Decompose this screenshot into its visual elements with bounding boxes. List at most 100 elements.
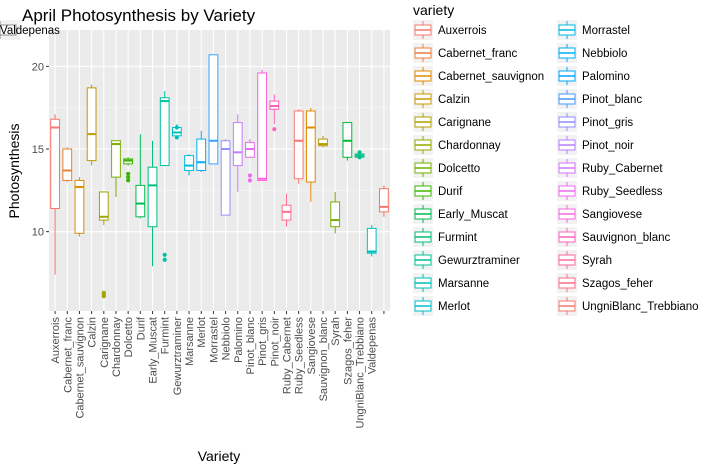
legend-label: Palomino [582, 71, 630, 83]
legend-item: Cabernet_sauvignon [413, 66, 544, 86]
outlier-point [272, 127, 277, 132]
box-Pinot_blanc [245, 139, 255, 183]
x-tick-label: Palomino [233, 317, 245, 363]
x-tick-label: Ruby_Seedless [294, 317, 306, 395]
legend-item: Pinot_noir [557, 135, 634, 155]
x-tick-label: Pinot_gris [257, 317, 269, 366]
x-tick-label: Morrastel [208, 317, 220, 363]
legend-label: Syrah [582, 255, 612, 267]
legend-item: Nebbiolo [557, 43, 627, 63]
legend-item: Calzin [413, 89, 470, 109]
iqr-box [184, 155, 194, 172]
legend-item: Ruby_Seedless [557, 181, 663, 201]
legend-label: Gewurztraminer [438, 255, 520, 267]
legend-label: Auxerrois [438, 25, 487, 37]
iqr-box [232, 122, 243, 167]
box-Durif [135, 134, 146, 219]
box-Pinot_gris [257, 69, 268, 181]
x-tick-label: UngniBlanc_Trebbiano [355, 317, 367, 429]
x-axis-title: Variety [198, 448, 241, 464]
legend-item: Carignane [413, 112, 491, 132]
legend-label: Cabernet_franc [438, 48, 518, 60]
outlier-point [357, 155, 362, 160]
outlier-point [174, 125, 179, 130]
x-tick-label: Auxerrois [50, 317, 62, 364]
outlier-point [126, 178, 131, 183]
legend-item: Merlot [413, 296, 471, 316]
x-axis: Auxerrois Cabernet_franc Cabernet_sauvigno… [50, 311, 385, 429]
x-tick-label: Dolcetto [123, 317, 135, 357]
x-tick-label: Sauvignon_blanc [318, 317, 330, 402]
legend-item: Morrastel [557, 20, 630, 40]
box-Szagos_feher [342, 122, 353, 161]
outlier-point [126, 175, 131, 180]
legend-item: Cabernet_franc [413, 43, 518, 63]
iqr-box [135, 184, 146, 218]
legend-title: variety [413, 2, 454, 18]
legend-item: Dolcetto [413, 158, 480, 178]
box-Cabernet_sauvignon [74, 177, 85, 237]
legend-label: Early_Muscat [438, 209, 508, 221]
legend-item: Syrah [557, 250, 612, 270]
box-Early_Muscat [147, 140, 158, 267]
box-Syrah [330, 191, 341, 234]
iqr-box [159, 97, 170, 167]
legend-key-box [0, 24, 17, 36]
box-Pinot_noir [269, 94, 280, 132]
legend-label: Valdepenas [0, 25, 60, 37]
x-tick-label: Furmint [160, 317, 172, 354]
iqr-box [318, 138, 328, 147]
legend-label: Szagos_feher [582, 278, 653, 290]
iqr-box [330, 201, 341, 228]
outlier-point [101, 290, 106, 295]
outlier-point [247, 178, 253, 183]
x-tick-label: Ruby_Cabernet [281, 317, 293, 394]
x-tick-label: Valdepenas [367, 317, 379, 375]
box-Cabernet_franc [62, 147, 73, 183]
iqr-box [98, 191, 109, 221]
legend-label: Chardonnay [438, 140, 501, 152]
iqr-box [366, 227, 377, 254]
box-Sauvignon_blanc [318, 135, 328, 148]
legend-label: Durif [438, 186, 463, 198]
x-tick-label: Gewurztraminer [172, 317, 184, 396]
legend-label: Merlot [438, 301, 471, 313]
legend-item: Palomino [557, 66, 630, 86]
iqr-box [50, 118, 60, 210]
legend-item: Pinot_gris [557, 112, 633, 132]
outlier-point [126, 171, 131, 176]
y-tick-label: 15 [32, 144, 44, 156]
iqr-box [74, 179, 85, 234]
box-Auxerrois [50, 114, 60, 275]
iqr-box [379, 188, 389, 213]
box-UngniBlanc_Trebbiano [354, 150, 365, 160]
x-tick-label: Calzin [87, 317, 99, 348]
x-tick-label: Nebbiolo [221, 317, 233, 360]
x-tick-label: Sangiovese [306, 317, 318, 375]
x-tick-label: Durif [135, 316, 147, 340]
legend-item: Pinot_blanc [557, 89, 642, 109]
box-Carignane [98, 191, 109, 299]
x-tick-label: Merlot [196, 317, 208, 348]
legend-item: Sauvignon_blanc [557, 227, 670, 247]
legend-item: UngniBlanc_Trebbiano [557, 296, 699, 316]
x-tick-label: Early_Muscat [148, 317, 160, 384]
iqr-box [220, 140, 231, 216]
iqr-box [196, 138, 207, 171]
outlier-point [357, 150, 362, 155]
legend-label: Dolcetto [438, 163, 480, 175]
outlier-point [162, 252, 167, 257]
box-Valdepenas [366, 225, 377, 257]
legend-item: Valdepenas [0, 20, 60, 40]
box-Sangiovese [305, 107, 316, 202]
y-axis: 10 15 20 [32, 61, 49, 239]
box-Gewurztraminer [171, 124, 182, 140]
x-tick-label: Carignane [99, 317, 111, 368]
box-Ruby_Seedless [293, 109, 304, 184]
iqr-box [305, 110, 316, 183]
x-tick-label: Marsanne [184, 317, 196, 366]
box-Furmint [159, 91, 170, 262]
iqr-box [62, 148, 73, 181]
legend-label: Sangiovese [582, 209, 642, 221]
